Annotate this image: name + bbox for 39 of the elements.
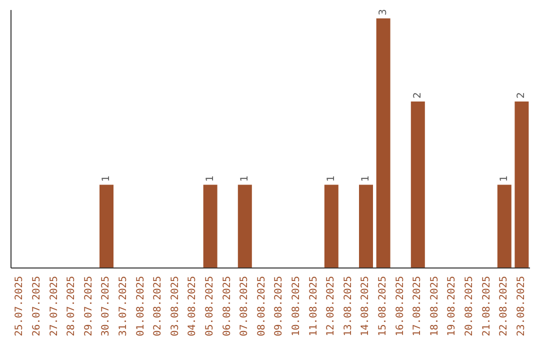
x-tick-label: 17.08.2025 bbox=[412, 276, 424, 336]
data-label: 1 bbox=[204, 175, 216, 182]
x-tick-label: 22.08.2025 bbox=[498, 276, 510, 336]
data-label: 3 bbox=[378, 8, 389, 16]
x-tick-label: 01.08.2025 bbox=[135, 276, 146, 336]
x-tick-label: 16.08.2025 bbox=[394, 276, 406, 336]
x-tick-label: 26.07.2025 bbox=[31, 276, 42, 336]
x-tick-label: 05.08.2025 bbox=[204, 276, 216, 336]
x-tick-label: 06.08.2025 bbox=[222, 276, 233, 336]
x-tick-label: 28.07.2025 bbox=[66, 276, 78, 336]
x-tick-label: 12.08.2025 bbox=[326, 276, 337, 336]
x-tick-label: 07.08.2025 bbox=[239, 276, 250, 336]
x-tick-label: 18.08.2025 bbox=[429, 276, 440, 336]
data-label: 1 bbox=[239, 175, 250, 182]
x-tick-label: 25.07.2025 bbox=[14, 276, 26, 336]
x-tick-label: 30.07.2025 bbox=[100, 276, 112, 336]
data-label: 1 bbox=[326, 175, 337, 182]
data-label: 1 bbox=[101, 175, 112, 182]
x-tick-label: 14.08.2025 bbox=[360, 276, 372, 336]
data-label: 2 bbox=[516, 92, 528, 99]
x-tick-label: 03.08.2025 bbox=[170, 276, 181, 336]
x-tick-label: 02.08.2025 bbox=[152, 276, 164, 336]
data-label: 2 bbox=[412, 92, 424, 99]
x-tick-label: 04.08.2025 bbox=[187, 276, 198, 336]
x-tick-label: 09.08.2025 bbox=[274, 276, 285, 336]
data-label: 1 bbox=[360, 175, 372, 182]
x-tick-label: 20.08.2025 bbox=[464, 276, 475, 336]
x-tick-label: 19.08.2025 bbox=[446, 276, 458, 336]
x-tick-label: 10.08.2025 bbox=[290, 276, 302, 336]
x-tick-label: 21.08.2025 bbox=[481, 276, 492, 336]
x-tick-label: 31.07.2025 bbox=[118, 276, 129, 336]
x-tick-label: 13.08.2025 bbox=[342, 276, 354, 336]
x-tick-label: 08.08.2025 bbox=[256, 276, 268, 336]
data-label: 1 bbox=[498, 175, 510, 182]
x-tick-label: 23.08.2025 bbox=[516, 276, 527, 336]
x-tick-label: 27.07.2025 bbox=[48, 276, 60, 336]
x-tick-label: 11.08.2025 bbox=[308, 276, 320, 336]
x-tick-label: 15.08.2025 bbox=[377, 276, 388, 336]
x-tick-label: 29.07.2025 bbox=[83, 276, 94, 336]
